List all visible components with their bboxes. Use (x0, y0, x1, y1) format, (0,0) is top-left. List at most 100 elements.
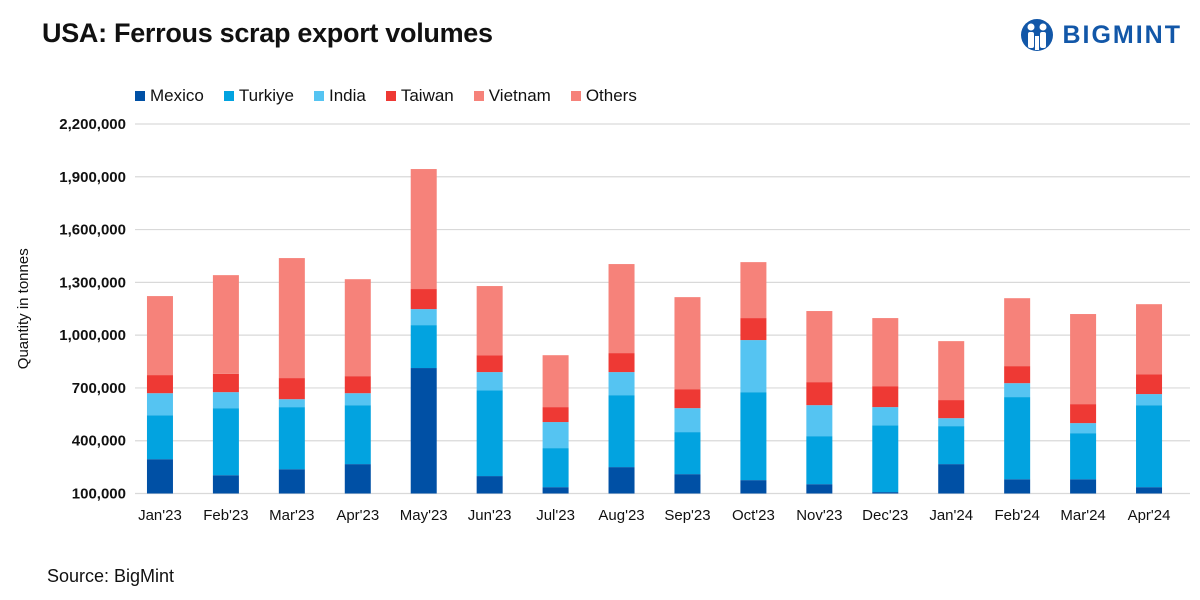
y-tick-label: 700,000 (72, 380, 126, 397)
bar-segment-others (1004, 298, 1031, 367)
legend-item: Mexico (135, 86, 204, 106)
x-tick-label: Jan'24 (929, 507, 973, 524)
bar-segment-turkiye (278, 407, 305, 470)
bar-segment-india (872, 407, 899, 426)
legend-swatch (385, 91, 396, 101)
bar-segment-turkiye (608, 395, 635, 468)
bar-segment-india (740, 340, 767, 393)
logo-text: BIGMINT (1062, 20, 1182, 49)
bigmint-logo-icon (1021, 19, 1054, 51)
bar-segment-others (872, 318, 899, 387)
bar-segment-turkiye (476, 390, 503, 477)
x-tick-label: Apr'23 (336, 507, 379, 524)
bar-segment-others (278, 258, 305, 379)
bar-segment-taiwan (1070, 404, 1097, 424)
legend-item: Others (570, 86, 637, 106)
bar-segment-taiwan (740, 318, 767, 341)
bar-segment-turkiye (1004, 397, 1031, 480)
bar-segment-india (410, 309, 437, 326)
bar-segment-taiwan (542, 407, 569, 423)
legend-label: Turkiye (238, 86, 294, 105)
bar-segment-taiwan (806, 382, 833, 406)
bar-segment-turkiye (1136, 405, 1163, 488)
y-tick-label: 100,000 (72, 486, 126, 503)
legend: Mexico Turkiye India Taiwan Vietnam Others (135, 86, 637, 106)
bar-segment-taiwan (938, 400, 965, 419)
bar-segment-turkiye (410, 325, 437, 369)
bar-segment-india (608, 372, 635, 396)
bar-segment-taiwan (410, 289, 437, 310)
bar-segment-others (146, 296, 173, 376)
bar-segment-others (740, 262, 767, 319)
legend-label: Mexico (150, 86, 204, 105)
bar-segment-mexico (608, 467, 635, 494)
y-tick-label: 2,200,000 (59, 116, 126, 133)
bar-segment-mexico (542, 487, 569, 494)
bar-segment-mexico (476, 476, 503, 494)
bar-segment-turkiye (938, 426, 965, 465)
bar-segment-turkiye (1070, 433, 1097, 480)
legend-swatch (135, 91, 145, 101)
x-tick-label: Apr'24 (1128, 507, 1171, 524)
bar-segment-taiwan (608, 353, 635, 373)
bar-segment-taiwan (1004, 366, 1031, 384)
bar-segment-others (1136, 304, 1163, 375)
y-tick-label: 1,900,000 (59, 169, 126, 186)
bar-segment-turkiye (344, 405, 371, 465)
bar-segment-taiwan (278, 378, 305, 400)
bar-segment-taiwan (674, 389, 701, 409)
x-tick-label: Mar'23 (269, 507, 314, 524)
bar-segment-mexico (212, 475, 239, 494)
bar-segment-taiwan (476, 355, 503, 373)
bar-segment-others (212, 275, 239, 374)
legend-item: Vietnam (473, 86, 551, 106)
bar-segment-india (938, 418, 965, 427)
legend-label: India (328, 86, 366, 105)
legend-item: Turkiye (223, 86, 294, 106)
bar-segment-mexico (410, 368, 437, 494)
bar-segment-mexico (344, 464, 371, 494)
y-tick-label: 400,000 (72, 433, 126, 450)
x-tick-label: Feb'23 (203, 507, 248, 524)
source-note: Source: BigMint (47, 566, 175, 586)
bar-segment-taiwan (212, 373, 239, 393)
y-tick-label: 1,000,000 (59, 327, 126, 344)
y-tick-label: 1,300,000 (59, 274, 126, 291)
x-tick-label: Feb'24 (994, 507, 1039, 524)
x-tick-label: Nov'23 (796, 507, 842, 524)
x-tick-label: Sep'23 (664, 507, 710, 524)
bar-segment-mexico (278, 469, 305, 494)
bar-segment-taiwan (872, 386, 899, 408)
x-tick-label: Dec'23 (862, 507, 908, 524)
bar-segment-turkiye (740, 392, 767, 481)
bar-segment-others (410, 169, 437, 290)
bar-segment-india (476, 372, 503, 391)
bar-segment-mexico (674, 474, 701, 494)
bar-segment-india (1070, 423, 1097, 434)
x-tick-label: Aug'23 (598, 507, 644, 524)
bar-segment-india (1136, 394, 1163, 406)
bar-segment-india (212, 392, 239, 409)
bar-segment-taiwan (1136, 374, 1163, 395)
legend-label: Others (585, 86, 637, 105)
y-tick-label: 1,600,000 (59, 222, 126, 239)
legend-swatch (223, 91, 234, 101)
bar-segment-mexico (872, 492, 899, 494)
bar-segment-turkiye (674, 432, 701, 475)
bar-segment-others (806, 311, 833, 383)
bar-segment-others (938, 341, 965, 401)
bar-segment-mexico (1004, 479, 1031, 494)
bar-segment-india (344, 393, 371, 406)
x-tick-label: Jun'23 (468, 507, 512, 524)
bar-segment-india (674, 408, 701, 433)
legend-item: India (313, 86, 366, 106)
bar-segment-india (146, 393, 173, 416)
bar-segment-others (674, 297, 701, 390)
bigmint-logo: BIGMINT (1020, 16, 1182, 54)
bar-segment-turkiye (542, 448, 569, 488)
bar-segment-mexico (1136, 487, 1163, 494)
bar-segment-india (1004, 383, 1031, 398)
legend-item: Taiwan (385, 86, 454, 106)
bar-segment-others (542, 355, 569, 408)
